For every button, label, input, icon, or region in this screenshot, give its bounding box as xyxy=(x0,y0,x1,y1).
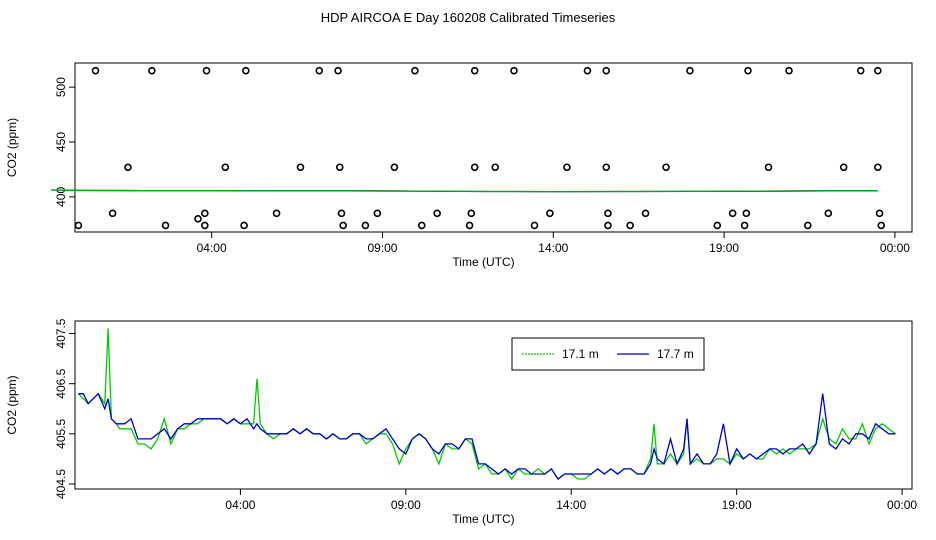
data-point xyxy=(874,66,882,75)
legend-label: 17.1 m xyxy=(562,347,599,361)
data-point xyxy=(804,221,812,230)
series-line-17-1-m xyxy=(51,189,878,193)
data-point xyxy=(602,163,611,172)
data-point xyxy=(602,66,611,75)
data-point xyxy=(361,221,370,230)
data-point xyxy=(148,66,156,75)
data-point xyxy=(740,221,749,230)
data-point xyxy=(161,221,170,230)
x-tick-label: 14:00 xyxy=(556,498,586,512)
data-point xyxy=(194,215,202,223)
data-point xyxy=(411,66,419,75)
data-point xyxy=(201,209,209,218)
data-point xyxy=(335,163,344,172)
y-axis-title: CO2 (ppm) xyxy=(5,118,19,177)
data-point xyxy=(662,163,670,172)
y-axis-title: CO2 (ppm) xyxy=(5,375,19,434)
x-tick-label: 09:00 xyxy=(367,241,397,255)
data-point xyxy=(728,209,737,218)
y-tick-label: 404.5 xyxy=(54,469,68,499)
plot-frame-2 xyxy=(74,320,913,490)
data-point xyxy=(334,66,342,75)
data-point xyxy=(713,221,722,230)
y-tick-label: 405.5 xyxy=(54,418,68,448)
data-point xyxy=(824,209,833,218)
data-point xyxy=(201,221,209,230)
data-point xyxy=(877,221,886,230)
data-point xyxy=(530,221,539,230)
data-point xyxy=(546,209,554,218)
data-point xyxy=(242,66,250,75)
data-point xyxy=(390,163,399,172)
data-point xyxy=(221,163,230,172)
data-point xyxy=(74,221,83,230)
data-point xyxy=(465,221,474,230)
x-tick-label: 00:00 xyxy=(880,241,910,255)
y-tick-label: 407.5 xyxy=(54,318,68,348)
data-point xyxy=(373,209,382,218)
data-point xyxy=(467,209,476,218)
legend-label: 17.7 m xyxy=(657,347,694,361)
x-tick-label: 14:00 xyxy=(538,241,568,255)
data-point xyxy=(417,221,426,230)
data-point xyxy=(839,163,848,172)
data-point xyxy=(563,163,571,172)
data-point xyxy=(433,209,441,218)
data-point xyxy=(856,66,865,75)
data-point xyxy=(272,209,281,218)
data-point xyxy=(470,163,479,172)
x-tick-label: 00:00 xyxy=(887,498,917,512)
x-tick-label: 19:00 xyxy=(722,498,752,512)
data-point xyxy=(785,66,793,75)
y-tick-label: 450 xyxy=(54,132,68,152)
data-point xyxy=(744,66,752,75)
data-point xyxy=(315,66,324,75)
data-point xyxy=(604,221,612,230)
data-point xyxy=(337,209,346,218)
y-tick-label: 400 xyxy=(54,187,68,207)
series-line-17-7-m xyxy=(78,392,896,480)
data-point xyxy=(108,209,117,218)
data-point xyxy=(124,163,132,172)
data-point xyxy=(742,209,751,218)
data-point xyxy=(202,66,211,75)
x-axis-title: Time (UTC) xyxy=(452,512,514,526)
x-tick-label: 19:00 xyxy=(709,241,739,255)
data-point xyxy=(686,66,694,75)
data-point xyxy=(583,66,592,75)
data-point xyxy=(641,209,650,218)
data-point xyxy=(240,221,248,230)
y-tick-label: 406.5 xyxy=(54,368,68,398)
series-line-17-1-m xyxy=(77,328,896,481)
data-point xyxy=(626,221,634,230)
x-tick-label: 04:00 xyxy=(225,498,255,512)
figure-title: HDP AIRCOA E Day 160208 Calibrated Times… xyxy=(320,10,616,25)
data-point xyxy=(875,209,884,218)
data-point xyxy=(491,163,500,172)
y-tick-label: 500 xyxy=(54,77,68,97)
data-point xyxy=(339,221,347,230)
x-tick-label: 04:00 xyxy=(197,241,227,255)
data-point xyxy=(604,209,612,218)
x-tick-label: 09:00 xyxy=(391,498,421,512)
plot-frame-1 xyxy=(74,62,913,233)
data-point xyxy=(296,163,305,172)
data-point xyxy=(91,66,100,75)
x-axis-title: Time (UTC) xyxy=(452,255,514,269)
data-point xyxy=(470,66,479,75)
data-point xyxy=(764,163,773,172)
data-point xyxy=(874,163,882,172)
data-point xyxy=(510,66,518,75)
